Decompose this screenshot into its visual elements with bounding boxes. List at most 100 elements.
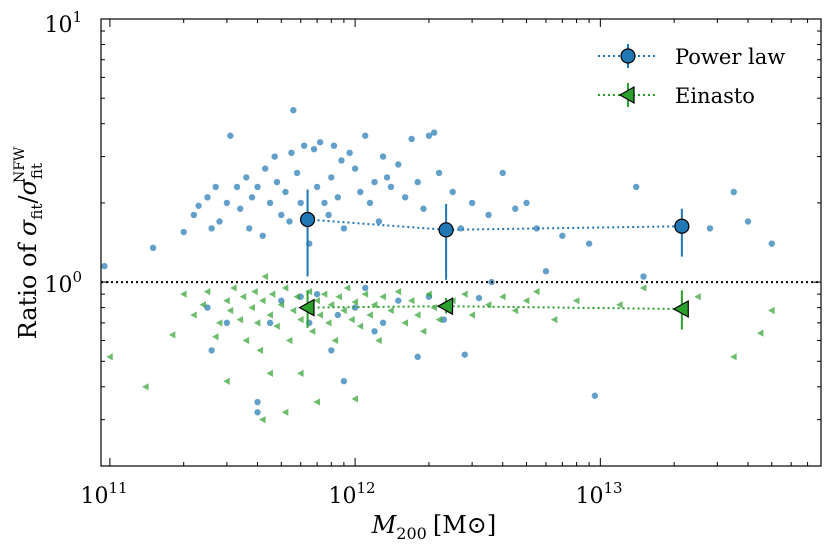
- power-law-point-65: [523, 199, 530, 207]
- einasto-point-69: [616, 301, 623, 309]
- power-law-point-1: [149, 244, 157, 252]
- power-law-point-75: [768, 240, 775, 247]
- einasto-point-71: [694, 293, 701, 301]
- power-law-point-28: [297, 199, 304, 207]
- power-law-point-41: [346, 149, 353, 157]
- power-law-point-97: [461, 351, 468, 358]
- einasto-point-34: [316, 311, 324, 319]
- power-law-point-63: [499, 169, 506, 177]
- power-law-point-67: [542, 268, 550, 275]
- plot-frame: [100, 18, 822, 467]
- y-tick-label-1e0: 100: [44, 268, 82, 298]
- legend-entry-power-law: Power law: [598, 44, 785, 69]
- power-law-point-89: [351, 304, 359, 311]
- power-law-point-42: [351, 165, 359, 172]
- power-law-point-4: [195, 202, 202, 209]
- axis-tick-labels: 1011 1012 1013 100 101: [44, 8, 622, 509]
- einasto-point-8: [215, 319, 223, 327]
- power-law-point-86: [328, 347, 335, 354]
- power-law-point-24: [286, 218, 293, 225]
- einasto-point-24: [277, 301, 285, 309]
- power-law-point-39: [338, 157, 345, 164]
- y-axis-label: Ratio of σfit/σfitNFW: [12, 146, 46, 339]
- einasto-point-39: [335, 293, 342, 301]
- einasto-point-45: [361, 290, 369, 298]
- power-law-point-92: [379, 319, 387, 327]
- einasto-point-13: [239, 293, 247, 301]
- power-law-point-8: [216, 218, 223, 225]
- einasto-point-73: [756, 329, 764, 337]
- einasto-point-3: [180, 290, 187, 298]
- power-law-point-57: [430, 129, 438, 136]
- einasto-point-21: [266, 311, 273, 319]
- power-law-point-48: [379, 153, 387, 160]
- power-law-point-33: [316, 139, 324, 146]
- einasto-point-40: [340, 306, 347, 315]
- power-law-point-100: [591, 392, 599, 399]
- power-law-point-77: [208, 347, 215, 354]
- einasto-point-54: [414, 311, 421, 319]
- power-law-point-14: [246, 225, 253, 232]
- power-law-point-45: [366, 199, 374, 207]
- einasto-point-33: [313, 297, 321, 305]
- power-law-point-53: [408, 135, 415, 143]
- power-law-point-93: [395, 297, 402, 304]
- einasto-point-12: [236, 316, 244, 324]
- power-law-point-101: [640, 273, 647, 280]
- einasto-point-52: [401, 319, 409, 327]
- einasto-point-18: [256, 346, 264, 355]
- einasto-point-48: [375, 336, 382, 345]
- legend-marker-power-law: [620, 48, 636, 64]
- power-law-point-78: [223, 319, 231, 327]
- einasto-point-17: [253, 319, 261, 327]
- power-law-point-96: [440, 316, 448, 323]
- axis-ticks: [101, 18, 821, 467]
- power-law-point-34: [321, 199, 328, 207]
- power-law-point-50: [387, 183, 395, 191]
- einasto-point-2: [168, 331, 176, 339]
- einasto-point-14: [242, 336, 250, 345]
- einasto-point-4: [190, 311, 197, 319]
- x-tick-label-1e11: 1011: [80, 479, 127, 509]
- power-law-point-3: [190, 211, 198, 219]
- power-law-point-66: [533, 225, 540, 232]
- einasto-point-49: [379, 293, 386, 301]
- power-law-point-72: [706, 225, 714, 232]
- power-law-point-25: [288, 149, 295, 157]
- legend-marker-einasto: [618, 85, 635, 105]
- power-law-point-7: [212, 183, 219, 191]
- power-law-point-79: [254, 409, 261, 416]
- einasto-point-51: [394, 288, 402, 296]
- power-law-point-81: [266, 319, 274, 327]
- einasto-point-67: [550, 316, 558, 324]
- power-law-point-40: [340, 225, 348, 232]
- power-law-point-91: [371, 328, 378, 335]
- einasto-point-27: [289, 306, 297, 315]
- power-law-binned-marker-1: [438, 222, 454, 238]
- y-tick-label-1e1: 101: [44, 8, 82, 38]
- einasto-point-15: [248, 303, 255, 312]
- power-law-point-16: [254, 183, 261, 191]
- einasto-point-79: [266, 369, 273, 377]
- power-law-point-36: [328, 174, 335, 181]
- power-law-point-26: [290, 107, 297, 114]
- einasto-point-55: [419, 327, 427, 335]
- binned-markers-layer: [298, 189, 690, 330]
- power-law-point-85: [313, 290, 321, 298]
- einasto-point-36: [325, 319, 332, 327]
- legend-entry-einasto: Einasto: [598, 83, 755, 108]
- power-law-point-51: [395, 161, 402, 168]
- data-points-layer: [101, 107, 775, 424]
- einasto-point-47: [370, 301, 378, 309]
- power-law-binned-line: [307, 218, 682, 231]
- einasto-point-76: [281, 408, 289, 416]
- einasto-point-26: [285, 336, 293, 345]
- power-law-point-12: [237, 205, 244, 212]
- einasto-point-64: [511, 306, 519, 315]
- power-law-point-56: [425, 132, 433, 139]
- einasto-point-50: [387, 306, 394, 315]
- power-law-point-52: [401, 194, 409, 201]
- power-law-point-74: [744, 218, 752, 225]
- power-law-point-46: [371, 178, 378, 186]
- einasto-point-66: [533, 288, 540, 296]
